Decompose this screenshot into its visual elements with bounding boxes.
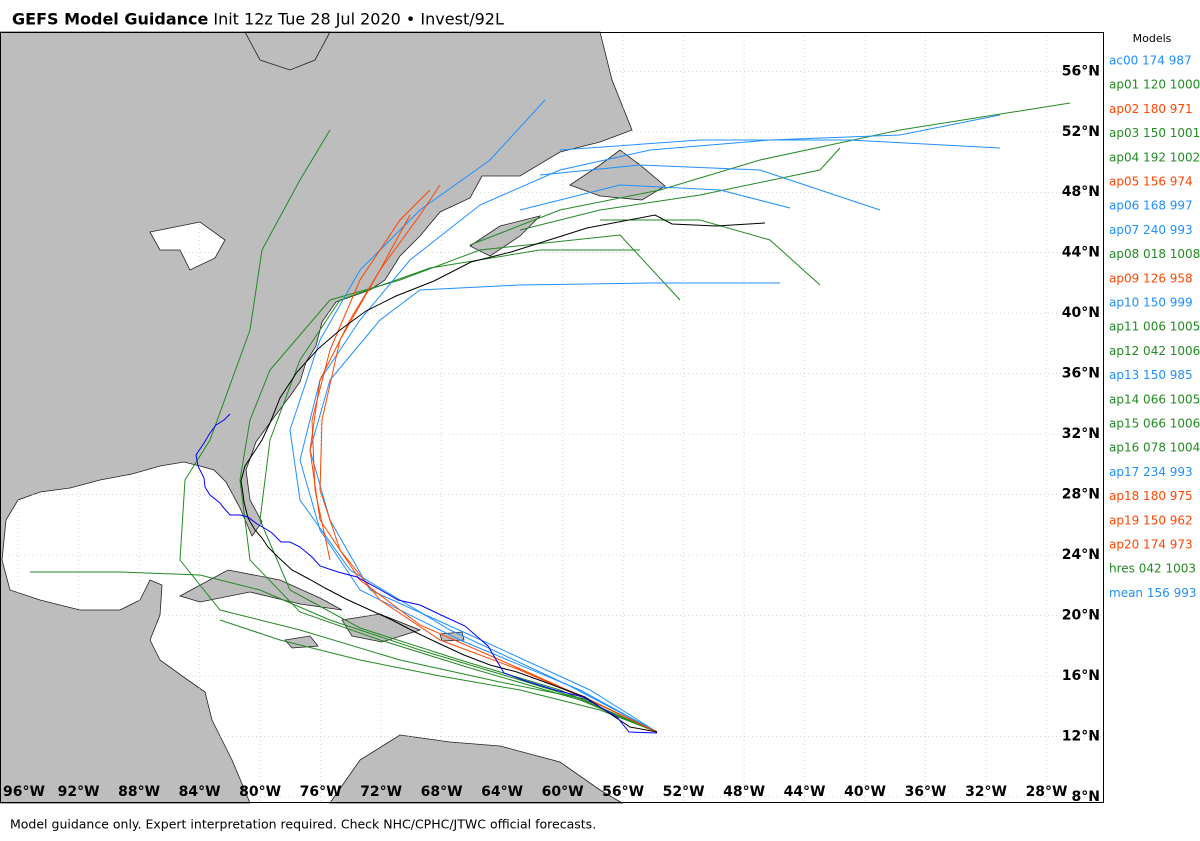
nova-scotia bbox=[469, 215, 542, 257]
x-tick-label: 40°W bbox=[844, 784, 886, 800]
track bbox=[299, 114, 1001, 733]
legend-entry: ap11 006 1005 bbox=[1109, 320, 1200, 334]
track bbox=[219, 619, 658, 733]
legend-entry: ap14 066 1005 bbox=[1109, 392, 1200, 406]
legend-entry: ap01 120 1000 bbox=[1109, 78, 1200, 92]
ensemble-tracks bbox=[30, 99, 1071, 733]
track bbox=[469, 102, 1071, 246]
y-tick-label: 36°N bbox=[1062, 366, 1100, 382]
x-tick-label: 48°W bbox=[723, 784, 765, 800]
x-tick-label: 28°W bbox=[1026, 784, 1068, 800]
track bbox=[600, 219, 821, 286]
x-tick-label: 44°W bbox=[784, 784, 826, 800]
x-tick-label: 72°W bbox=[360, 784, 402, 800]
y-tick-label: 48°N bbox=[1062, 184, 1100, 200]
legend-entry: ap17 234 993 bbox=[1109, 465, 1193, 479]
legend-entry: hres 042 1003 bbox=[1109, 562, 1196, 576]
legend-entry: ap19 150 962 bbox=[1109, 513, 1193, 527]
x-tick-label: 76°W bbox=[300, 784, 342, 800]
y-tick-label: 24°N bbox=[1062, 547, 1100, 563]
track bbox=[239, 234, 681, 733]
grid bbox=[0, 32, 1104, 803]
y-tick-label: 12°N bbox=[1062, 728, 1100, 744]
y-tick-label: 56°N bbox=[1062, 63, 1100, 79]
x-tick-label: 88°W bbox=[118, 784, 160, 800]
track bbox=[259, 249, 658, 733]
legend-entry: ac00 174 987 bbox=[1109, 54, 1192, 68]
y-tick-label: 20°N bbox=[1062, 608, 1100, 624]
y-tick-label: 52°N bbox=[1062, 124, 1100, 140]
track bbox=[319, 184, 658, 733]
legend-entry: ap05 156 974 bbox=[1109, 175, 1193, 189]
legend-entry: ap13 150 985 bbox=[1109, 368, 1193, 382]
x-tick-label: 36°W bbox=[905, 784, 947, 800]
legend-entry: ap04 192 1002 bbox=[1109, 150, 1200, 164]
axis-labels: 96°W 92°W 88°W 84°W 80°W 76°W 72°W 68°W 64°W 60°W… bbox=[3, 63, 1100, 805]
legend-entry: ap16 078 1004 bbox=[1109, 441, 1200, 455]
legend-entry: ap02 180 971 bbox=[1109, 102, 1193, 116]
mean-track bbox=[240, 214, 766, 733]
x-tick-label: 84°W bbox=[179, 784, 221, 800]
x-tick-label: 52°W bbox=[663, 784, 705, 800]
map-area bbox=[0, 31, 1104, 804]
x-tick-label: 56°W bbox=[602, 784, 644, 800]
legend-entry: ap09 126 958 bbox=[1109, 271, 1193, 285]
legend-entry: ap18 180 975 bbox=[1109, 489, 1193, 503]
legend-entry: ap06 168 997 bbox=[1109, 199, 1193, 213]
track bbox=[309, 214, 658, 733]
legend-entry: ap20 174 973 bbox=[1109, 538, 1193, 552]
track bbox=[559, 139, 1001, 151]
legend-entry: mean 156 993 bbox=[1109, 586, 1196, 600]
operational-track bbox=[195, 413, 658, 734]
legend-entry: ap12 042 1006 bbox=[1109, 344, 1200, 358]
y-tick-label: 28°N bbox=[1062, 487, 1100, 503]
y-tick-label: 32°N bbox=[1062, 426, 1100, 442]
legend: ac00 174 987 ap01 120 1000 ap02 180 971 ap0… bbox=[1109, 54, 1200, 600]
track bbox=[179, 129, 658, 733]
legend-title: Models bbox=[1133, 32, 1172, 45]
x-tick-label: 32°W bbox=[965, 784, 1007, 800]
map-frame bbox=[0, 32, 1104, 803]
y-tick-label: 16°N bbox=[1062, 668, 1100, 684]
footer: Model guidance only. Expert interpretati… bbox=[10, 817, 596, 832]
y-tick-label: 40°N bbox=[1062, 305, 1100, 321]
legend-entry: ap03 150 1001 bbox=[1109, 126, 1200, 140]
legend-entry: ap07 240 993 bbox=[1109, 223, 1193, 237]
y-tick-label: 44°N bbox=[1062, 245, 1100, 261]
great-lakes bbox=[149, 221, 226, 271]
north-america bbox=[0, 31, 633, 804]
subtitle: Init 12z Tue 28 Jul 2020 • Invest/92L bbox=[213, 10, 504, 29]
track bbox=[311, 189, 431, 561]
track bbox=[519, 184, 791, 211]
title: GEFS Model Guidance bbox=[12, 10, 208, 29]
y-tick-label: 8°N bbox=[1072, 789, 1100, 805]
track bbox=[519, 147, 841, 231]
jamaica bbox=[284, 635, 319, 649]
x-tick-label: 80°W bbox=[239, 784, 281, 800]
x-tick-label: 64°W bbox=[481, 784, 523, 800]
legend-entry: ap10 150 999 bbox=[1109, 296, 1193, 310]
x-tick-label: 68°W bbox=[421, 784, 463, 800]
legend-entry: ap15 066 1006 bbox=[1109, 417, 1200, 431]
track bbox=[309, 282, 780, 733]
track bbox=[539, 164, 881, 211]
x-tick-label: 92°W bbox=[58, 784, 100, 800]
south-america bbox=[329, 734, 624, 804]
x-tick-label: 60°W bbox=[542, 784, 584, 800]
newfoundland bbox=[569, 149, 666, 201]
legend-entry: ap08 018 1008 bbox=[1109, 247, 1200, 261]
x-tick-label: 96°W bbox=[3, 784, 45, 800]
